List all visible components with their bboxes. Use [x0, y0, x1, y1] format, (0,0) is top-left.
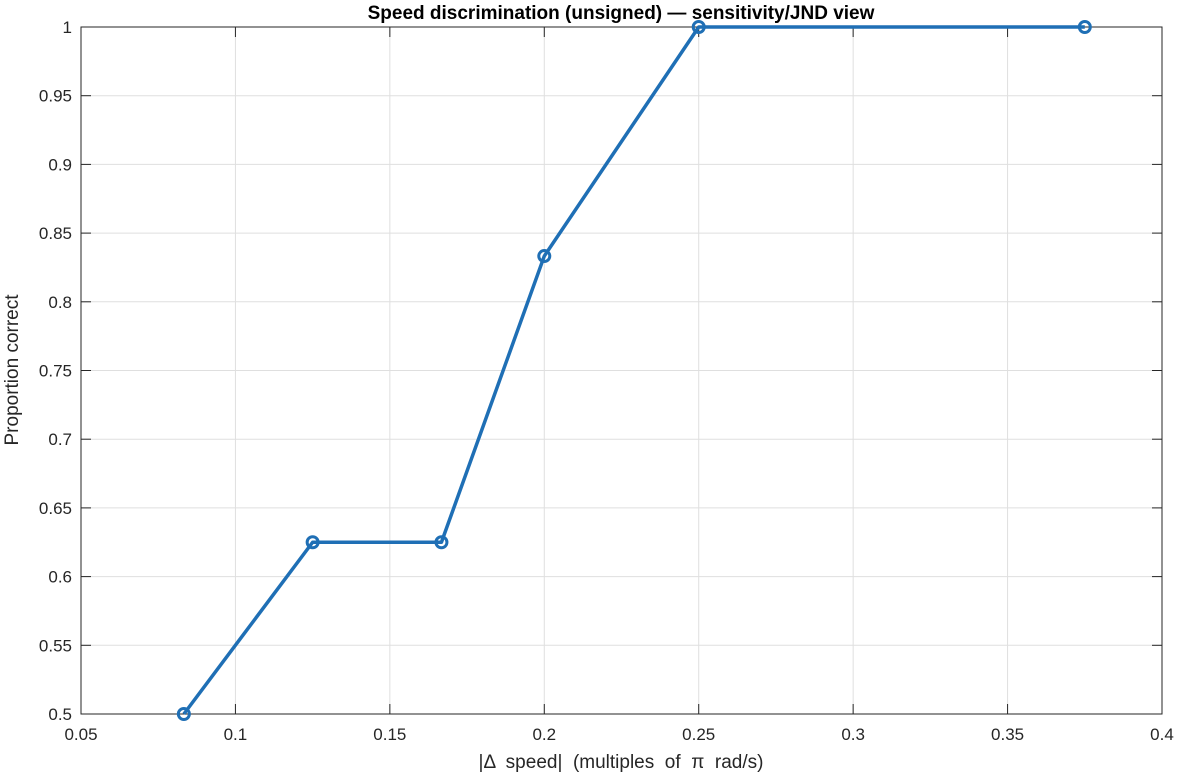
axes-box [80, 26, 1163, 715]
data-point [537, 249, 552, 264]
data-point [434, 535, 449, 550]
y-tick-label: 0.75 [39, 362, 72, 381]
y-tick-label: 0.95 [39, 87, 72, 106]
data-point [1077, 20, 1092, 34]
x-tick-label: 0.4 [1150, 725, 1174, 744]
x-axis-label: |Δ speed| (multiples of π rad/s) [479, 752, 764, 773]
y-axis-label: Proportion correct [2, 294, 23, 446]
y-tick-labels: 0.5 0.55 0.6 0.65 0.7 0.75 0.8 0.85 0.9 0.95 1 [39, 18, 72, 724]
y-tick-label: 0.65 [39, 499, 72, 518]
x-tick-label: 0.35 [991, 725, 1024, 744]
data-point [305, 535, 320, 550]
y-tick-label: 0.8 [48, 293, 72, 312]
x-tick-label: 0.2 [532, 725, 556, 744]
data-point [691, 20, 706, 34]
y-tick-label: 0.85 [39, 224, 72, 243]
y-tick-label: 0.55 [39, 636, 72, 655]
x-tick-label: 0.05 [64, 725, 97, 744]
chart-title: Speed discrimination (unsigned) — sensit… [368, 3, 875, 24]
y-tick-label: 0.5 [48, 705, 72, 724]
x-tick-label: 0.15 [373, 725, 406, 744]
x-tick-label: 0.1 [224, 725, 248, 744]
y-tick-label: 0.9 [48, 155, 72, 174]
x-tick-label: 0.3 [841, 725, 865, 744]
data-point [176, 707, 191, 721]
y-tick-label: 1 [63, 18, 72, 37]
x-tick-labels: 0.05 0.1 0.15 0.2 0.25 0.3 0.35 0.4 [64, 725, 1173, 744]
y-tick-label: 0.6 [48, 568, 72, 587]
series-line [182, 25, 1085, 716]
y-tick-label: 0.7 [48, 430, 72, 449]
series [176, 20, 1092, 721]
x-tick-label: 0.25 [682, 725, 715, 744]
